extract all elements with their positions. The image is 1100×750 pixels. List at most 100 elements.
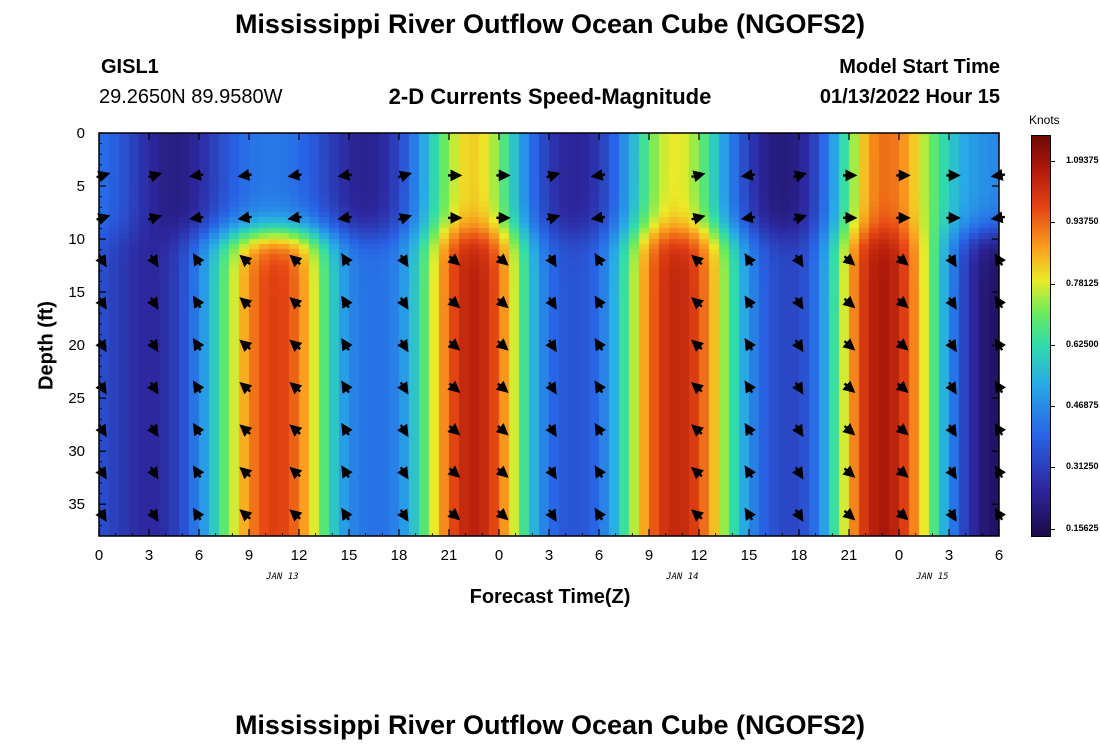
colorbar-tick-label: 0.93750 <box>1066 216 1099 227</box>
current-vector-arrow <box>744 422 756 437</box>
y-tick-label: 5 <box>77 178 85 195</box>
current-vector-arrow <box>192 422 205 437</box>
current-vector-arrow <box>691 297 704 310</box>
current-vector-arrow <box>287 211 302 224</box>
current-vector-arrow <box>341 422 353 437</box>
colorbar-tick-label: 0.62500 <box>1066 338 1099 349</box>
current-vector-arrow <box>289 466 303 480</box>
current-vector-arrow <box>495 253 509 266</box>
current-vector-arrow <box>237 211 252 224</box>
current-vector-arrow <box>945 508 957 522</box>
current-vector-arrow <box>590 211 606 224</box>
current-vector-arrow <box>447 253 461 266</box>
current-vector-arrow <box>147 338 159 353</box>
current-vector-arrow <box>289 424 303 437</box>
colorbar-tick <box>1050 283 1055 285</box>
current-vector-arrow <box>994 422 1006 437</box>
current-vector-arrow <box>895 423 909 436</box>
colorbar-tick-label: 0.15625 <box>1066 522 1099 533</box>
x-tick-label: 6 <box>595 547 603 564</box>
current-vector-arrow <box>546 213 561 225</box>
station-coordinates: 29.2650N 89.9580W <box>99 86 283 108</box>
current-vector-arrow <box>147 381 159 395</box>
x-tick-label: 0 <box>95 547 103 564</box>
station-name: GISL1 <box>101 56 159 78</box>
colorbar-tick <box>1050 528 1055 530</box>
current-vector-arrow <box>397 508 409 522</box>
repeat-figure-title: Mississippi River Outflow Ocean Cube (NG… <box>234 710 866 740</box>
colorbar-tick <box>1050 160 1055 162</box>
current-vector-arrow <box>95 466 107 480</box>
current-vector-arrow <box>994 253 1006 267</box>
current-vector-arrow <box>842 295 856 309</box>
x-tick-label: 21 <box>441 547 458 564</box>
current-vector-arrow <box>691 424 704 437</box>
current-vector-arrow <box>691 466 704 480</box>
current-vector-arrow <box>447 380 461 394</box>
current-vector-arrow <box>189 211 204 224</box>
x-tick-label: 21 <box>841 547 858 564</box>
current-vector-arrow <box>189 168 204 181</box>
current-vector-arrow <box>545 254 557 268</box>
y-axis-title: Depth (ft) <box>35 301 58 390</box>
current-vector-arrow <box>945 254 957 268</box>
current-vector-arrow <box>994 380 1006 394</box>
current-vector-arrow <box>895 380 909 394</box>
y-tick-label: 10 <box>68 231 85 248</box>
current-vector-arrow <box>691 170 706 183</box>
current-vector-arrow <box>792 381 804 395</box>
current-vector-arrow <box>147 466 159 480</box>
current-vector-arrow <box>545 423 557 438</box>
current-vector-arrow <box>289 254 303 268</box>
current-vector-arrow <box>744 337 756 352</box>
date-label: JAN 15 <box>915 572 949 582</box>
current-vector-arrow <box>239 466 253 480</box>
current-vector-arrow <box>447 465 461 478</box>
current-vector-arrow <box>495 380 509 394</box>
current-vector-arrow <box>397 338 409 353</box>
current-vector-arrow <box>994 465 1006 479</box>
chart-subtitle: 2-D Currents Speed-Magnitude <box>388 84 712 109</box>
current-vector-arrow <box>740 211 756 224</box>
x-tick-label: 18 <box>791 547 808 564</box>
colorbar-tick <box>1050 344 1055 346</box>
current-vector-arrow <box>337 168 352 181</box>
current-vector-arrow <box>792 213 808 225</box>
current-vector-arrow <box>792 466 804 480</box>
current-vector-arrow <box>495 423 509 436</box>
current-vector-arrow <box>895 507 909 521</box>
x-axis-title: Forecast Time(Z) <box>469 586 631 608</box>
current-vector-arrow <box>842 465 856 478</box>
current-vector-arrow <box>945 423 957 438</box>
current-vector-arrow <box>239 424 253 437</box>
y-tick-label: 0 <box>77 125 85 142</box>
current-vector-arrow <box>397 423 409 438</box>
current-vector-arrow <box>842 507 856 521</box>
x-tick-label: 6 <box>995 547 1003 564</box>
current-vector-arrow <box>289 339 303 352</box>
current-vector-arrow <box>147 254 159 268</box>
colorbar-tick <box>1050 467 1055 469</box>
current-vector-arrow <box>594 295 606 309</box>
current-vector-arrow <box>147 296 159 310</box>
current-vector-arrow <box>397 381 409 395</box>
current-vector-arrow <box>792 508 804 522</box>
current-vector-arrow <box>397 254 409 268</box>
colorbar-tick <box>1050 406 1055 408</box>
colorbar-tick-label: 0.31250 <box>1066 461 1099 472</box>
current-vector-arrow <box>842 338 856 351</box>
current-vector-arrow <box>95 296 107 310</box>
x-tick-label: 3 <box>145 547 153 564</box>
current-vector-arrow <box>341 253 353 267</box>
current-vector-arrow <box>397 170 413 183</box>
y-tick-label: 35 <box>68 496 85 513</box>
current-vector-arrow <box>990 168 1006 181</box>
x-tick-label: 0 <box>495 547 503 564</box>
colorbar-tick-label: 0.46875 <box>1066 400 1099 411</box>
figure-title: Mississippi River Outflow Ocean Cube (NG… <box>234 9 866 39</box>
current-vector-arrow <box>895 253 909 266</box>
current-vector-arrow <box>495 507 509 521</box>
model-start-value: 01/13/2022 Hour 15 <box>819 86 1000 108</box>
current-vector-arrow <box>945 296 957 310</box>
